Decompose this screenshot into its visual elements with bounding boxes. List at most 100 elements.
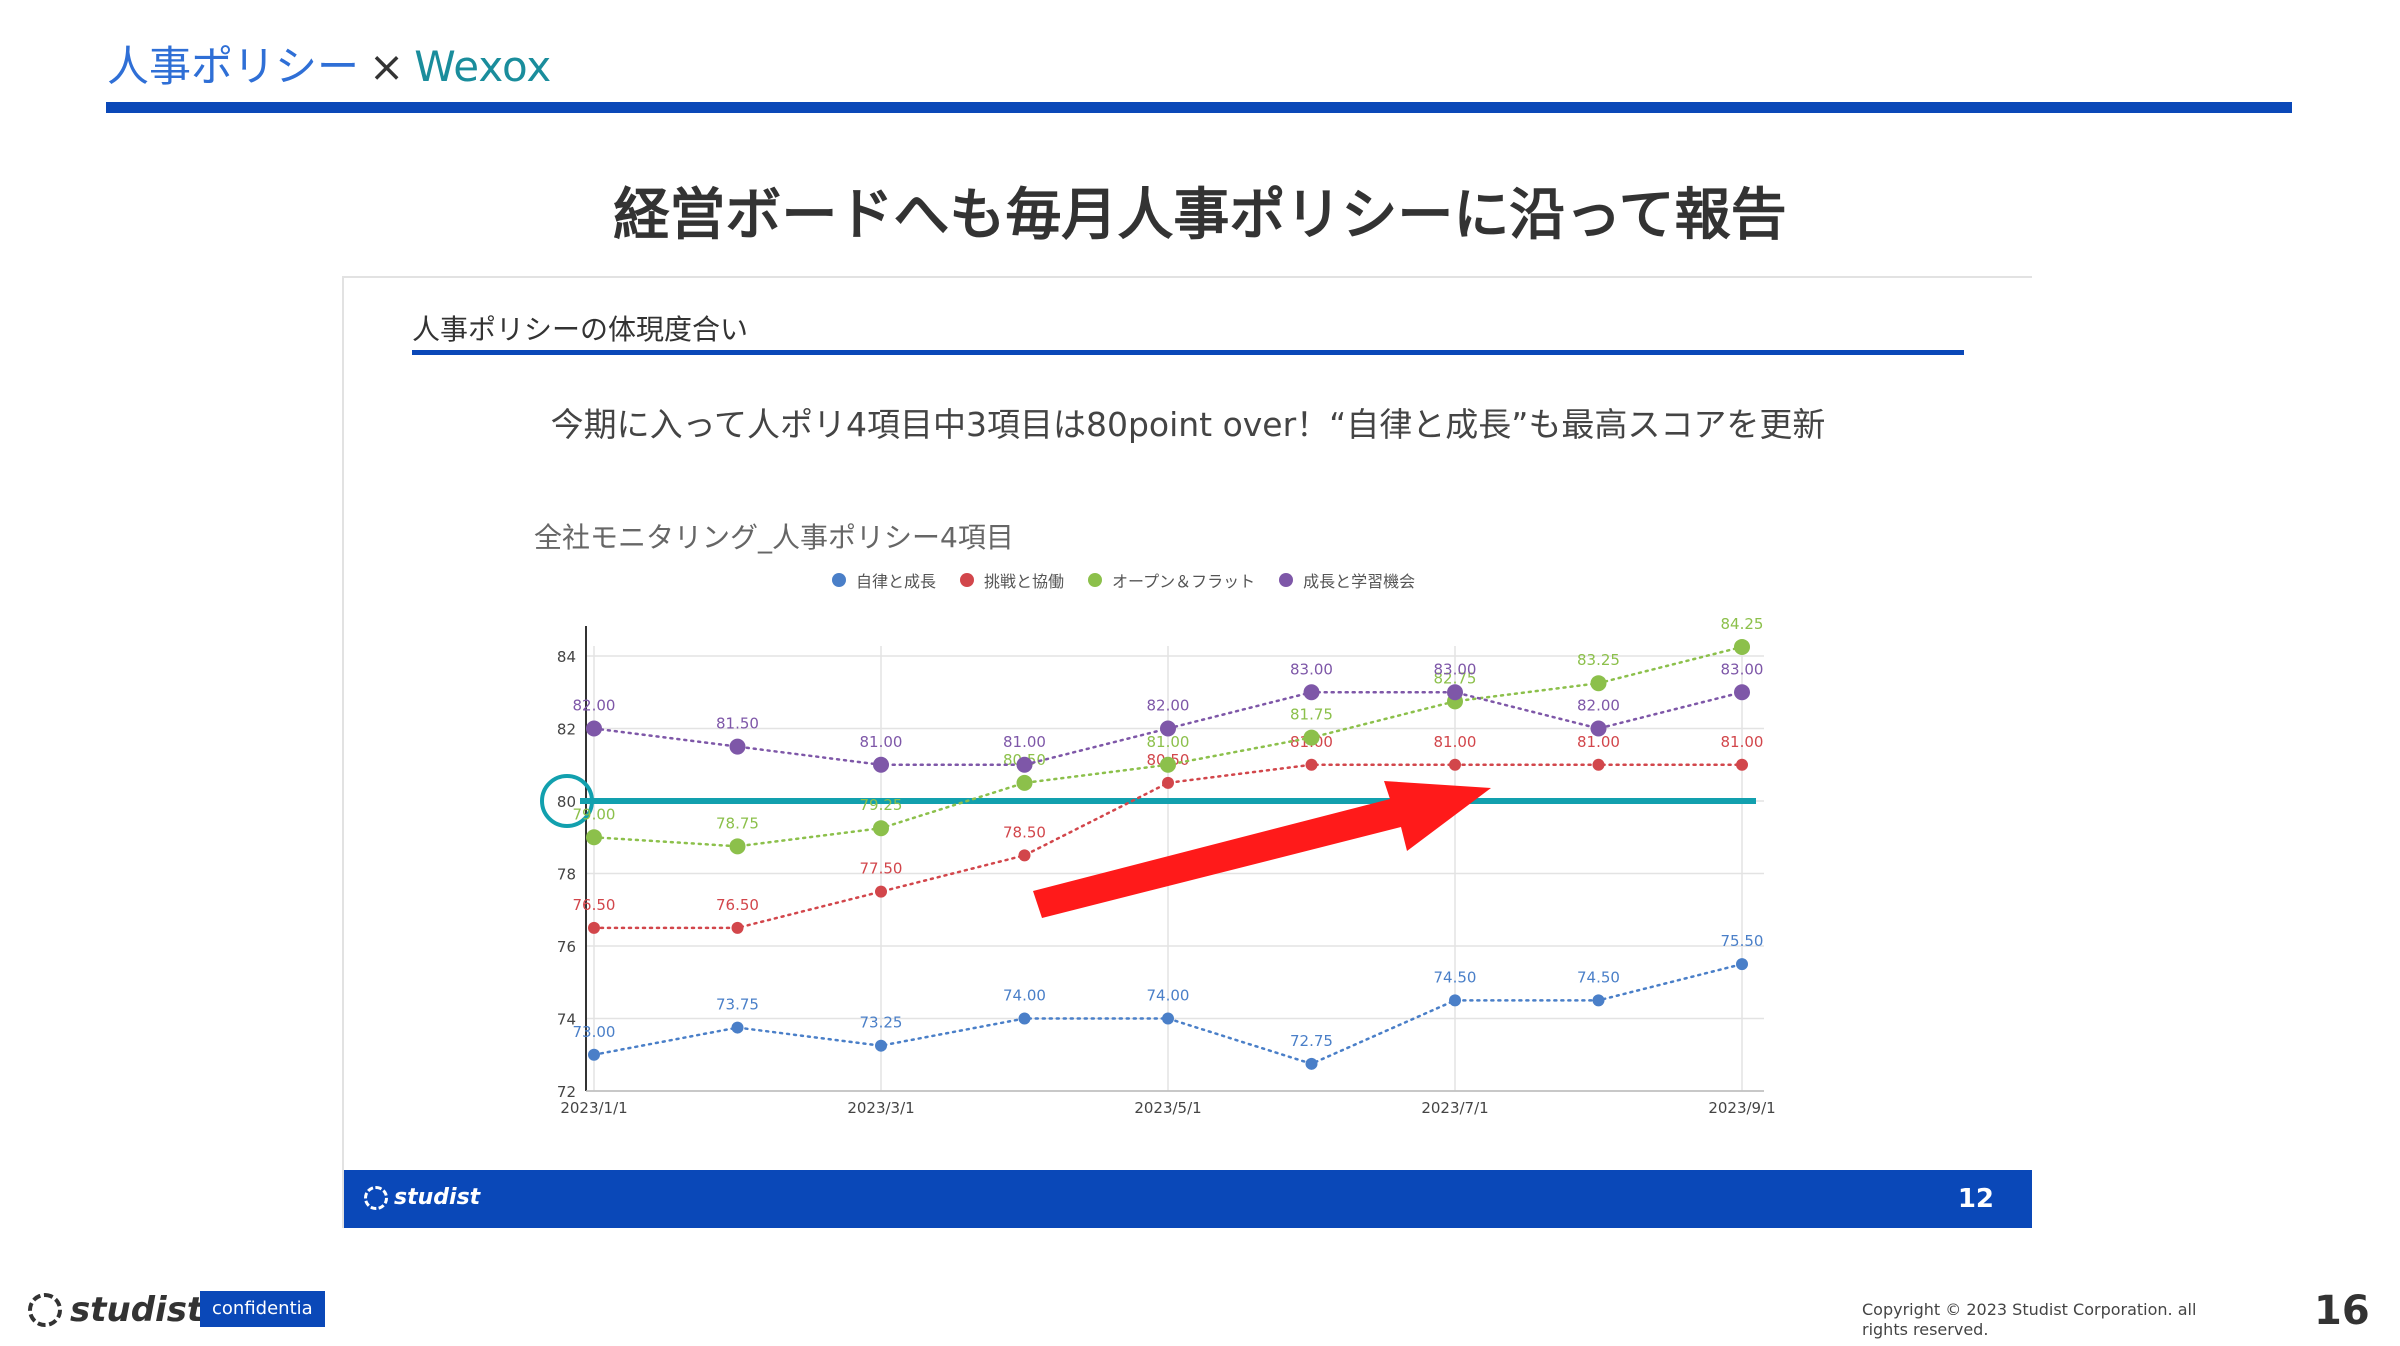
data-label: 73.75 — [716, 996, 759, 1014]
data-label: 73.00 — [573, 1023, 616, 1041]
data-point — [588, 921, 600, 934]
data-label: 78.50 — [1003, 823, 1046, 841]
card-subtitle: 人事ポリシーの体現度合い — [412, 313, 749, 346]
legend-label: 自律と成長 — [856, 572, 937, 591]
data-point — [1160, 720, 1176, 737]
data-label: 72.75 — [1290, 1032, 1333, 1050]
data-point — [731, 921, 744, 934]
y-tick-label: 84 — [557, 648, 576, 666]
data-point — [1016, 774, 1033, 791]
data-label: 82.00 — [1577, 697, 1620, 715]
data-point — [1016, 756, 1033, 773]
data-point — [1018, 1012, 1031, 1025]
data-label: 76.50 — [716, 896, 759, 914]
card-footer: studist 12 — [344, 1170, 2032, 1228]
line-chart: 72 74 76 78 80 82 84 2023/1/1 2023/3/1 2023/5/1 20… — [540, 615, 1776, 1117]
studist-logo-icon — [364, 1185, 388, 1210]
data-point — [875, 1039, 887, 1052]
legend-dot — [960, 573, 975, 587]
data-label: 83.00 — [1721, 660, 1764, 678]
data-label: 76.50 — [573, 896, 616, 914]
y-tick-label: 74 — [557, 1011, 576, 1029]
data-point — [731, 1021, 744, 1034]
header-rule — [106, 102, 2292, 113]
chart-title: 全社モニタリング_人事ポリシー4項目 — [534, 521, 1014, 554]
data-label: 82.00 — [1147, 697, 1190, 715]
data-point — [873, 756, 889, 773]
bottom-logo-text: studist — [70, 1290, 204, 1330]
data-point — [1449, 994, 1461, 1007]
data-point — [1303, 729, 1320, 746]
data-label: 81.00 — [1577, 733, 1620, 751]
card-message: 今期に入って人ポリ4項目中3項目は80point over！“自律と成長”も最高… — [550, 405, 1826, 444]
data-label: 83.00 — [1434, 660, 1477, 678]
legend-item: オープン＆フラット — [1088, 568, 1255, 592]
data-label: 77.50 — [860, 860, 903, 878]
data-point — [1162, 1012, 1174, 1025]
legend-item: 成長と学習機会 — [1279, 568, 1415, 592]
x-tick-label: 2023/9/1 — [1708, 1099, 1775, 1117]
legend-label: オープン＆フラット — [1112, 572, 1256, 591]
page-number: 16 — [2314, 1288, 2370, 1334]
data-point — [1734, 684, 1750, 701]
data-point — [1305, 758, 1318, 771]
card-footer-logo-text: studist — [394, 1185, 481, 1210]
data-label: 82.00 — [573, 697, 616, 715]
card-rule — [412, 350, 1964, 355]
embedded-slide-card: 人事ポリシーの体現度合い 今期に入って人ポリ4項目中3項目は80point ov… — [342, 276, 2032, 1228]
data-point — [875, 885, 887, 898]
x-tick-label: 2023/5/1 — [1134, 1099, 1201, 1117]
data-label: 81.50 — [716, 715, 759, 733]
bottom-logo: studist — [28, 1290, 203, 1330]
data-point — [1736, 758, 1748, 771]
y-tick-label: 78 — [557, 866, 576, 884]
data-label: 81.00 — [860, 733, 903, 751]
y-tick-label: 82 — [557, 721, 576, 739]
data-point — [1736, 958, 1748, 971]
slide-title: 経営ボードへも毎月人事ポリシーに沿って報告 — [613, 183, 1787, 248]
data-point — [873, 820, 889, 837]
data-label: 82.75 — [1434, 669, 1477, 687]
header-cross: × — [369, 42, 405, 91]
legend-item: 自律と成長 — [832, 568, 936, 592]
data-label: 74.50 — [1434, 968, 1477, 986]
data-point — [1590, 720, 1607, 737]
data-point — [1305, 1057, 1318, 1070]
legend-dot — [832, 573, 846, 587]
header-part1: 人事ポリシー — [107, 42, 360, 91]
data-point — [1590, 675, 1607, 692]
data-label: 78.75 — [716, 814, 759, 832]
x-tick-label: 2023/3/1 — [847, 1099, 914, 1117]
data-label: 75.50 — [1721, 932, 1764, 950]
data-point — [1734, 638, 1750, 655]
data-label: 74.00 — [1003, 987, 1046, 1005]
data-point — [1449, 758, 1461, 771]
data-point — [586, 720, 602, 737]
trend-arrow — [1033, 781, 1491, 918]
legend-label: 挑戦と協働 — [984, 572, 1065, 591]
data-point — [729, 838, 746, 855]
threshold-circle-marker — [540, 774, 594, 828]
header-title: 人事ポリシー × Wexox — [107, 40, 551, 94]
confidential-badge: confidentia — [200, 1291, 325, 1327]
data-label: 83.25 — [1577, 651, 1620, 669]
data-label: 81.75 — [1290, 706, 1333, 724]
data-point — [588, 1048, 600, 1061]
data-label: 74.00 — [1147, 987, 1190, 1005]
data-label: 84.25 — [1721, 615, 1764, 633]
card-footer-logo: studist — [364, 1185, 480, 1210]
data-point — [1303, 684, 1320, 701]
data-label: 81.00 — [1003, 733, 1046, 751]
studist-logo-icon — [28, 1293, 62, 1327]
chart-legend: 自律と成長 挑戦と協働 オープン＆フラット 成長と学習機会 — [832, 568, 1415, 592]
data-label: 79.25 — [860, 796, 903, 814]
legend-label: 成長と学習機会 — [1303, 572, 1416, 591]
legend-dot — [1279, 573, 1294, 587]
data-point — [1162, 776, 1174, 789]
y-tick-label: 76 — [557, 938, 576, 956]
data-label: 73.25 — [860, 1014, 903, 1032]
data-label: 81.00 — [1147, 733, 1190, 751]
data-point — [729, 738, 746, 755]
data-point — [1592, 758, 1605, 771]
card-footer-page: 12 — [1957, 1184, 1994, 1214]
